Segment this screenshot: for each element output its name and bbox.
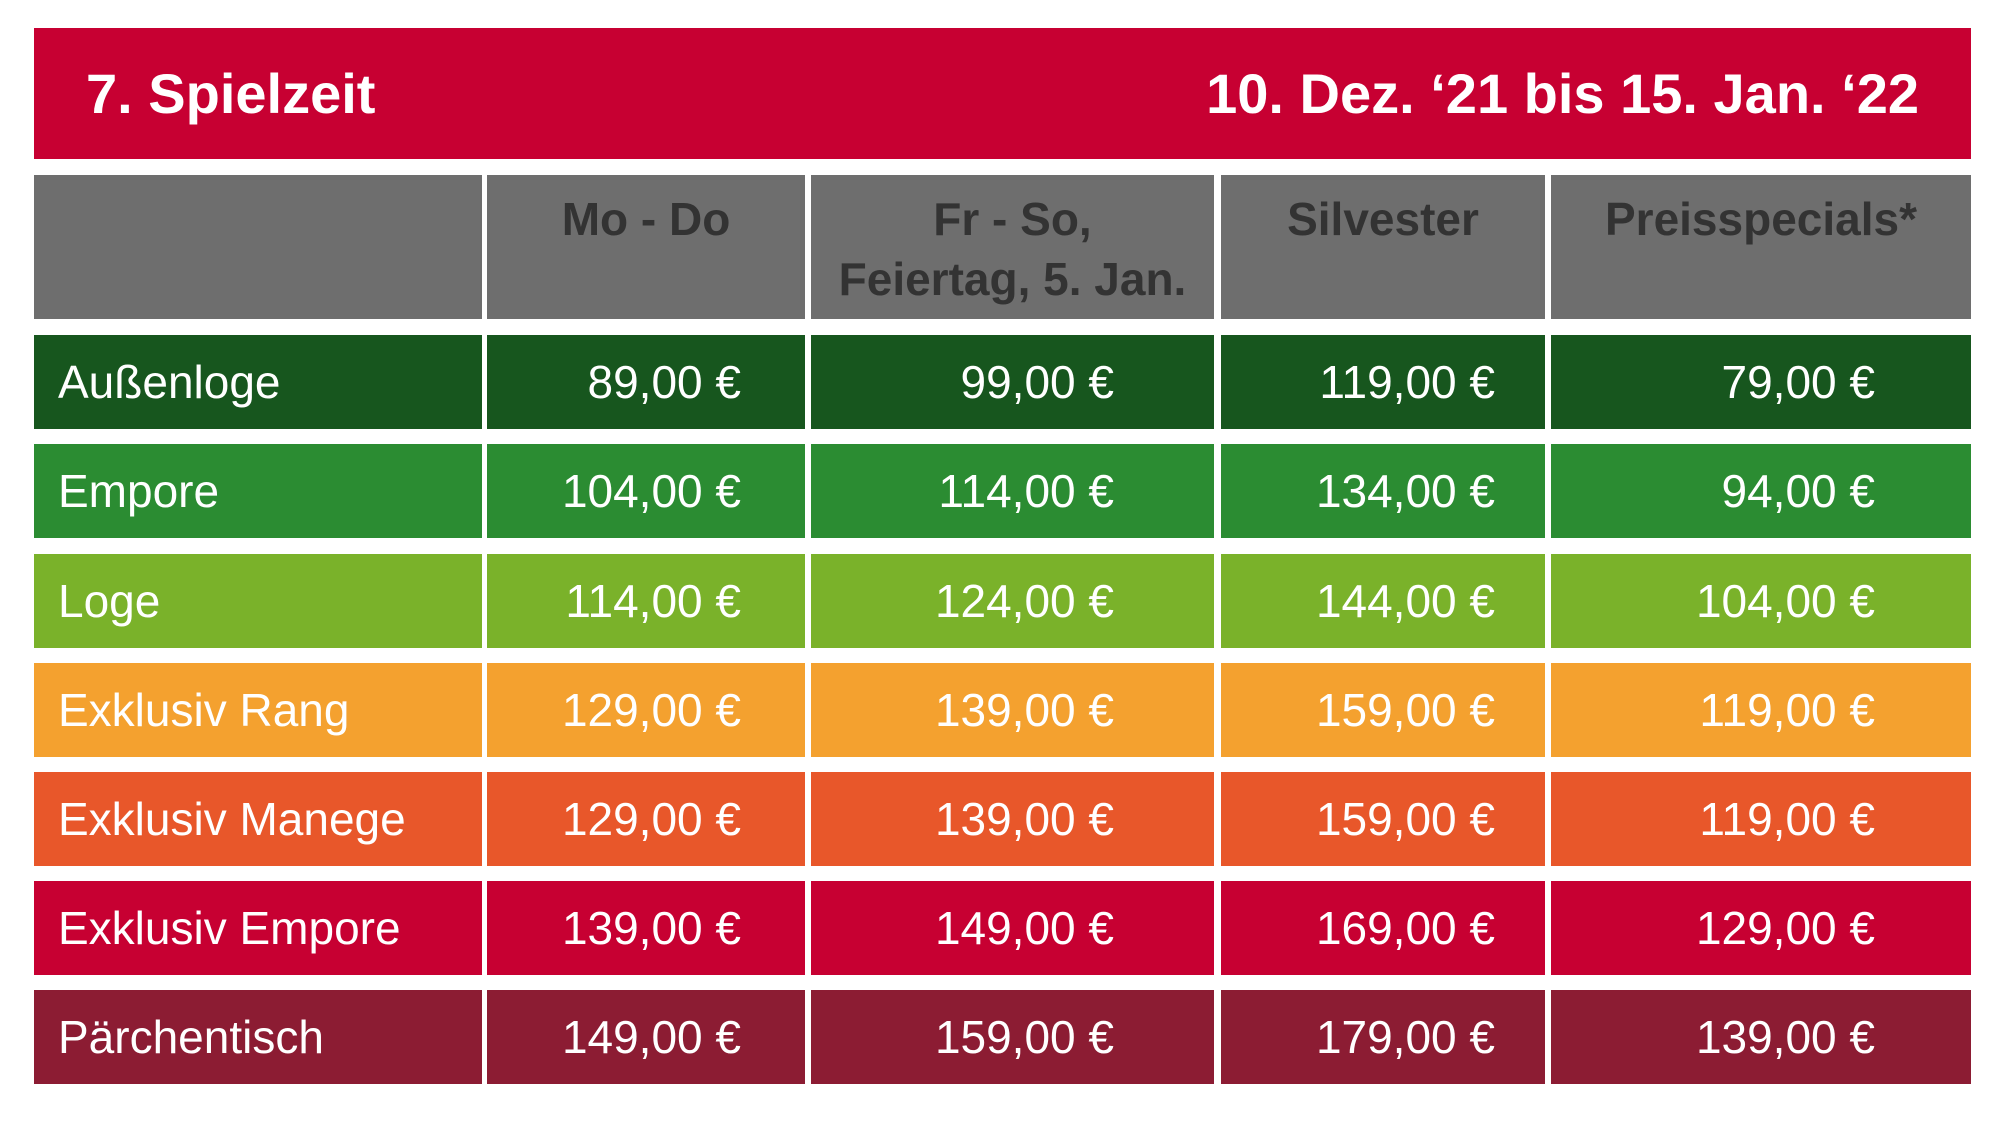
title: 7. Spielzeit (86, 62, 376, 125)
price-cell: 139,00 € (487, 881, 805, 975)
price-cell: 119,00 € (1221, 335, 1545, 429)
price-cell: 149,00 € (811, 881, 1214, 975)
row-label: Exklusiv Manege (34, 772, 482, 866)
row-label: Exklusiv Rang (34, 663, 482, 757)
price-cell: 169,00 € (1221, 881, 1545, 975)
price-cell: 119,00 € (1551, 772, 1971, 866)
price-cell: 104,00 € (487, 444, 805, 538)
row-label: Pärchentisch (34, 990, 482, 1084)
price-cell: 144,00 € (1221, 554, 1545, 648)
price-cell: 159,00 € (811, 990, 1214, 1084)
price-cell: 139,00 € (1551, 990, 1971, 1084)
price-cell: 149,00 € (487, 990, 805, 1084)
price-cell: 159,00 € (1221, 663, 1545, 757)
header-cell: Silvester (1221, 175, 1545, 319)
header-banner: 7. Spielzeit 10. Dez. ‘21 bis 15. Jan. ‘… (34, 28, 1971, 159)
header-cell (34, 175, 482, 319)
row-label: Loge (34, 554, 482, 648)
price-cell: 139,00 € (811, 772, 1214, 866)
header-cell: Preisspecials* (1551, 175, 1971, 319)
price-cell: 79,00 € (1551, 335, 1971, 429)
price-cell: 124,00 € (811, 554, 1214, 648)
price-cell: 134,00 € (1221, 444, 1545, 538)
price-cell: 129,00 € (1551, 881, 1971, 975)
price-cell: 119,00 € (1551, 663, 1971, 757)
row-label: Exklusiv Empore (34, 881, 482, 975)
price-cell: 89,00 € (487, 335, 805, 429)
row-label: Außenloge (34, 335, 482, 429)
price-cell: 114,00 € (487, 554, 805, 648)
price-cell: 114,00 € (811, 444, 1214, 538)
header-cell: Fr - So, Feiertag, 5. Jan. (811, 175, 1214, 319)
price-cell: 99,00 € (811, 335, 1214, 429)
price-cell: 139,00 € (811, 663, 1214, 757)
header-cell: Mo - Do (487, 175, 805, 319)
price-cell: 129,00 € (487, 772, 805, 866)
dates: 10. Dez. ‘21 bis 15. Jan. ‘22 (1206, 62, 1919, 125)
price-cell: 129,00 € (487, 663, 805, 757)
price-cell: 104,00 € (1551, 554, 1971, 648)
row-label: Empore (34, 444, 482, 538)
price-cell: 179,00 € (1221, 990, 1545, 1084)
price-cell: 159,00 € (1221, 772, 1545, 866)
price-cell: 94,00 € (1551, 444, 1971, 538)
